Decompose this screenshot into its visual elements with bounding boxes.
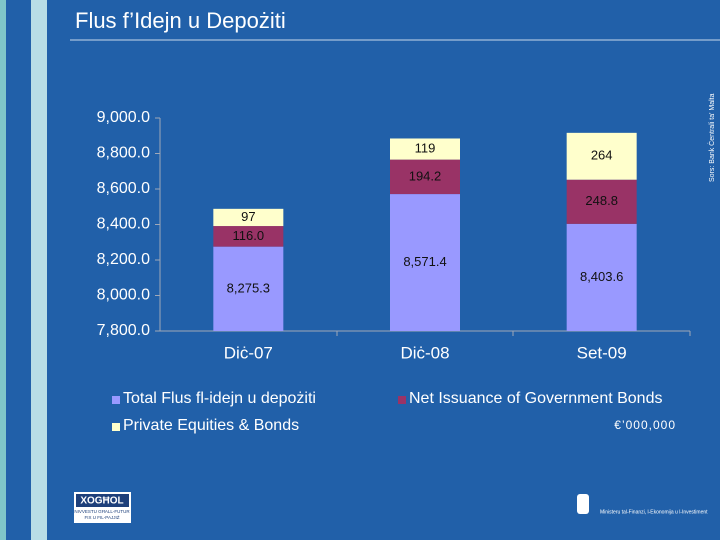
source: Sors: Bank Ċentrali ta' Malta [707, 93, 716, 182]
bar-segment [213, 246, 284, 331]
value-label: 194.2 [409, 168, 442, 183]
value-label: 8,275.3 [227, 280, 270, 295]
logo-band [76, 494, 129, 507]
bar-segment [390, 194, 460, 331]
y-tick-label: 8,600.0 [97, 180, 150, 197]
value-label: 8,403.6 [580, 269, 623, 284]
legend-swatch [398, 396, 406, 404]
bar-segment [390, 138, 460, 160]
footer: Ministeru tal-Finanzi, l-Ekonomija u l-I… [600, 509, 708, 515]
y-tick-label: 9,000.0 [97, 109, 150, 126]
bar-segment [566, 223, 637, 331]
x-tick-label: Diċ-08 [400, 343, 449, 362]
bar-segment [566, 179, 637, 224]
legend-label: Private Equities & Bonds [123, 417, 299, 434]
x-tick-label: Set-09 [577, 343, 627, 362]
value-label: 116.0 [233, 228, 265, 243]
legend-label: Net Issuance of Government Bonds [409, 390, 662, 407]
logo-text: FIX U FIL-PAJJIŻ [85, 514, 120, 520]
value-label: 119 [415, 140, 436, 155]
y-tick-label: 7,800.0 [97, 322, 150, 339]
y-tick-label: 8,800.0 [97, 145, 150, 162]
value-label: 97 [241, 209, 255, 224]
bar-segment [213, 226, 284, 247]
value-label: 8,571.4 [403, 254, 446, 269]
bar-segment [566, 132, 637, 180]
legend-swatch [112, 423, 120, 431]
strip [31, 0, 47, 540]
value-label: 264 [591, 148, 613, 163]
legend-swatch [112, 396, 120, 404]
bar-segment [390, 159, 460, 195]
unit: €’000,000 [614, 418, 676, 432]
bar-segment [213, 208, 284, 227]
logo-title: XOGĦOL [80, 496, 123, 507]
strip [0, 0, 6, 540]
emblem [577, 494, 589, 514]
x-tick-label: Diċ-07 [224, 343, 273, 362]
y-tick-label: 8,000.0 [97, 287, 150, 304]
legend-label: Total Flus fl-idejn u depożiti [123, 390, 316, 407]
logo-text: NIVVESTU GĦALL-FUTUR [74, 509, 130, 514]
chart-title: Flus f’Idejn u Depożiti [75, 8, 286, 33]
y-tick-label: 8,200.0 [97, 251, 150, 268]
y-tick-label: 8,400.0 [97, 216, 150, 233]
value-label: 248.8 [585, 193, 618, 208]
